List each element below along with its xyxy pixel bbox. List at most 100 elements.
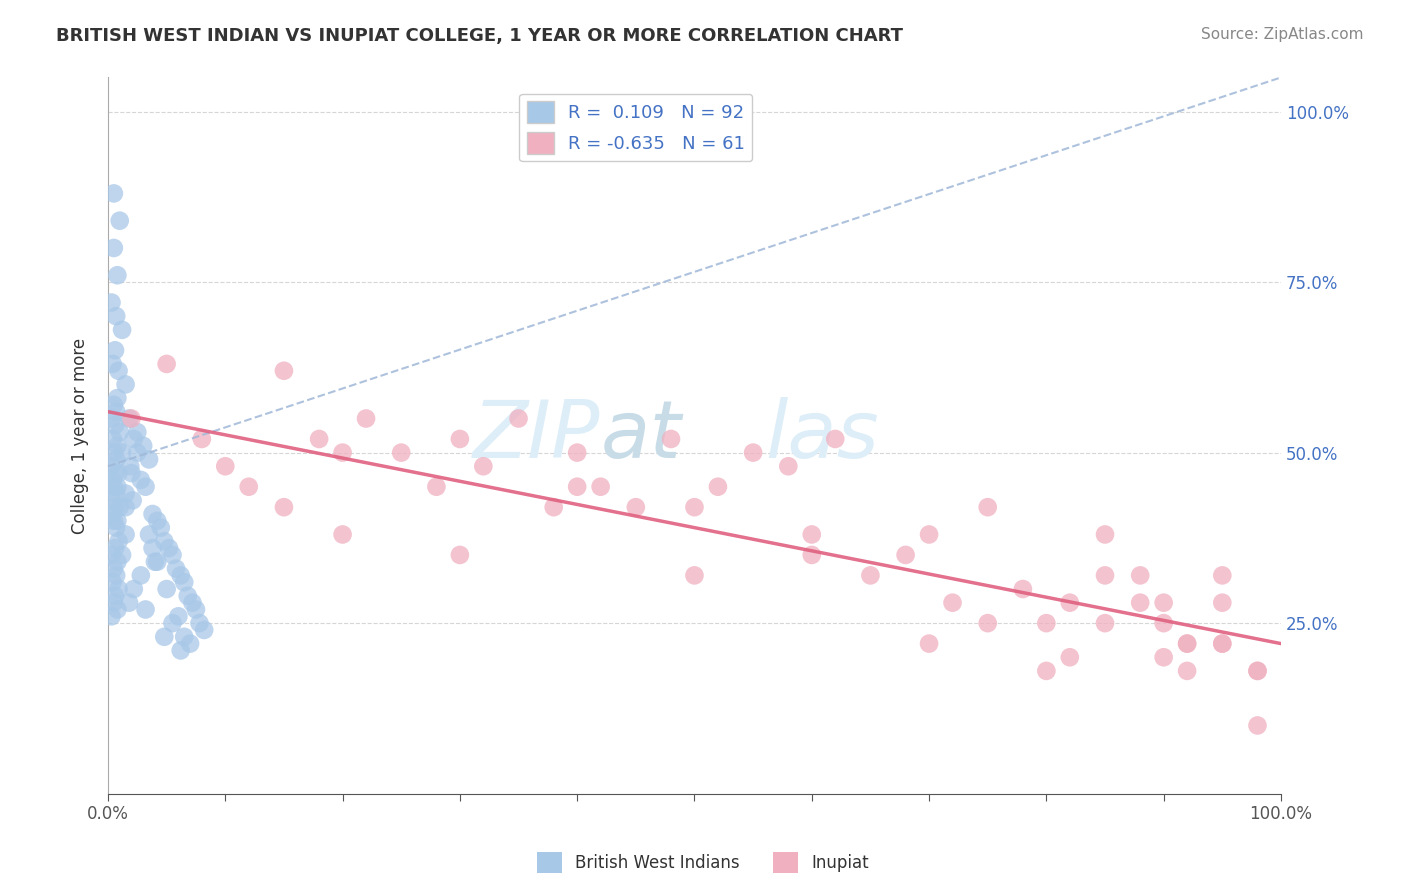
Point — [108, 425, 131, 439]
Point — [543, 500, 565, 515]
Point — [103, 241, 125, 255]
Point — [107, 582, 129, 596]
Point — [108, 213, 131, 227]
Point — [1175, 664, 1198, 678]
Point — [121, 493, 143, 508]
Point — [214, 459, 236, 474]
Point — [149, 521, 172, 535]
Text: ZIP: ZIP — [474, 397, 600, 475]
Point — [683, 500, 706, 515]
Point — [105, 568, 128, 582]
Point — [1153, 616, 1175, 631]
Point — [127, 445, 149, 459]
Point — [894, 548, 917, 562]
Point — [1246, 664, 1268, 678]
Point — [800, 527, 823, 541]
Point — [156, 357, 179, 371]
Point — [425, 480, 447, 494]
Point — [118, 411, 141, 425]
Point — [191, 432, 214, 446]
Point — [332, 445, 354, 459]
Point — [129, 568, 152, 582]
Point — [105, 439, 128, 453]
Point — [472, 459, 495, 474]
Point — [107, 364, 129, 378]
Point — [105, 391, 128, 405]
Point — [100, 295, 122, 310]
Point — [859, 568, 882, 582]
Point — [103, 186, 125, 201]
Point — [138, 527, 160, 541]
Point — [1153, 650, 1175, 665]
Point — [707, 480, 730, 494]
Point — [800, 548, 823, 562]
Point — [1246, 664, 1268, 678]
Point — [659, 432, 682, 446]
Point — [108, 500, 131, 515]
Point — [100, 459, 122, 474]
Point — [142, 541, 165, 555]
Point — [105, 521, 128, 535]
Point — [114, 486, 136, 500]
Point — [170, 643, 193, 657]
Point — [118, 596, 141, 610]
Point — [105, 268, 128, 283]
Point — [332, 527, 354, 541]
Point — [105, 405, 128, 419]
Point — [103, 398, 125, 412]
Point — [120, 459, 142, 474]
Text: at: at — [600, 397, 682, 475]
Point — [1246, 718, 1268, 732]
Point — [104, 343, 127, 358]
Point — [104, 466, 127, 480]
Y-axis label: College, 1 year or more: College, 1 year or more — [72, 337, 89, 533]
Point — [1211, 637, 1233, 651]
Point — [153, 630, 176, 644]
Point — [101, 473, 124, 487]
Point — [589, 480, 612, 494]
Point — [1129, 596, 1152, 610]
Point — [105, 514, 128, 528]
Point — [122, 432, 145, 446]
Point — [105, 480, 128, 494]
Point — [146, 514, 169, 528]
Point — [273, 364, 295, 378]
Point — [135, 602, 157, 616]
Point — [135, 480, 157, 494]
Point — [103, 596, 125, 610]
Point — [101, 575, 124, 590]
Point — [941, 596, 963, 610]
Point — [918, 637, 941, 651]
Point — [105, 452, 128, 467]
Point — [105, 309, 128, 323]
Point — [165, 561, 187, 575]
Point — [1211, 568, 1233, 582]
Point — [104, 541, 127, 555]
Point — [508, 411, 530, 425]
Point — [977, 500, 1000, 515]
Point — [132, 439, 155, 453]
Point — [624, 500, 647, 515]
Point — [1175, 637, 1198, 651]
Point — [100, 548, 122, 562]
Point — [103, 445, 125, 459]
Point — [114, 500, 136, 515]
Legend: R =  0.109   N = 92, R = -0.635   N = 61: R = 0.109 N = 92, R = -0.635 N = 61 — [519, 94, 752, 161]
Point — [114, 527, 136, 541]
Point — [918, 527, 941, 541]
Point — [179, 637, 201, 651]
Point — [103, 480, 125, 494]
Point — [1129, 568, 1152, 582]
Point — [1094, 568, 1116, 582]
Point — [173, 630, 195, 644]
Point — [1035, 616, 1057, 631]
Point — [111, 548, 134, 562]
Point — [105, 602, 128, 616]
Point — [111, 445, 134, 459]
Point — [977, 616, 1000, 631]
Point — [157, 541, 180, 555]
Point — [100, 411, 122, 425]
Point — [1211, 637, 1233, 651]
Point — [100, 609, 122, 624]
Point — [1153, 596, 1175, 610]
